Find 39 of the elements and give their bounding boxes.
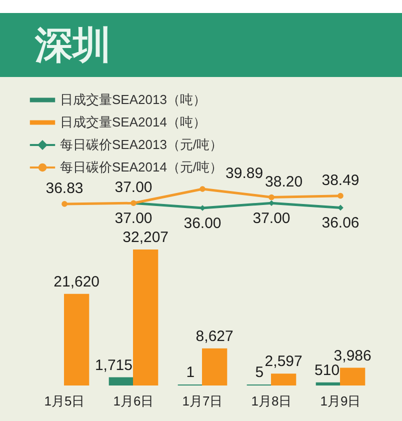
data-label: 36.00 bbox=[184, 215, 222, 232]
data-label: 38.20 bbox=[265, 173, 303, 190]
point bbox=[200, 186, 206, 192]
data-label: 36.06 bbox=[322, 214, 360, 232]
legend-label: 每日碳价SEA2013（元/吨） bbox=[60, 137, 223, 152]
bar bbox=[316, 382, 341, 386]
chart-title: 深圳 bbox=[35, 22, 111, 69]
point bbox=[268, 194, 274, 200]
data-label: 37.00 bbox=[114, 179, 152, 196]
x-tick-label: 1月7日 bbox=[182, 394, 223, 408]
data-label: 21,620 bbox=[54, 273, 100, 290]
bar bbox=[271, 374, 296, 386]
x-tick-label: 1月5日 bbox=[44, 394, 85, 408]
bar bbox=[64, 294, 90, 386]
data-label: 37.00 bbox=[252, 210, 290, 228]
data-label: 8,627 bbox=[196, 328, 234, 345]
data-label: 1 bbox=[186, 364, 195, 381]
x-tick-label: 1月8日 bbox=[251, 394, 292, 408]
legend-label: 日成交量SEA2013（吨） bbox=[60, 92, 206, 107]
x-tick-label: 1月6日 bbox=[113, 394, 154, 408]
bar bbox=[108, 377, 134, 386]
data-label: 5 bbox=[255, 364, 264, 381]
data-label: 37.00 bbox=[114, 210, 152, 228]
data-label: 39.89 bbox=[226, 165, 264, 182]
data-label: 38.49 bbox=[322, 172, 360, 189]
data-label: 3,986 bbox=[334, 347, 372, 364]
bar bbox=[202, 348, 228, 386]
bar bbox=[340, 368, 366, 386]
bar bbox=[133, 250, 158, 386]
point bbox=[338, 192, 344, 199]
data-label: 1,715 bbox=[94, 356, 132, 374]
data-label: 32,207 bbox=[122, 229, 169, 246]
legend-label: 日成交量SEA2014（吨） bbox=[60, 114, 206, 130]
data-label: 2,597 bbox=[264, 353, 302, 370]
point bbox=[62, 201, 68, 207]
x-tick-label: 1月9日 bbox=[320, 394, 361, 408]
data-label: 36.83 bbox=[46, 180, 84, 197]
legend-label: 每日碳价SEA2014（元/吨） bbox=[60, 160, 223, 174]
data-label: 510 bbox=[314, 362, 340, 379]
